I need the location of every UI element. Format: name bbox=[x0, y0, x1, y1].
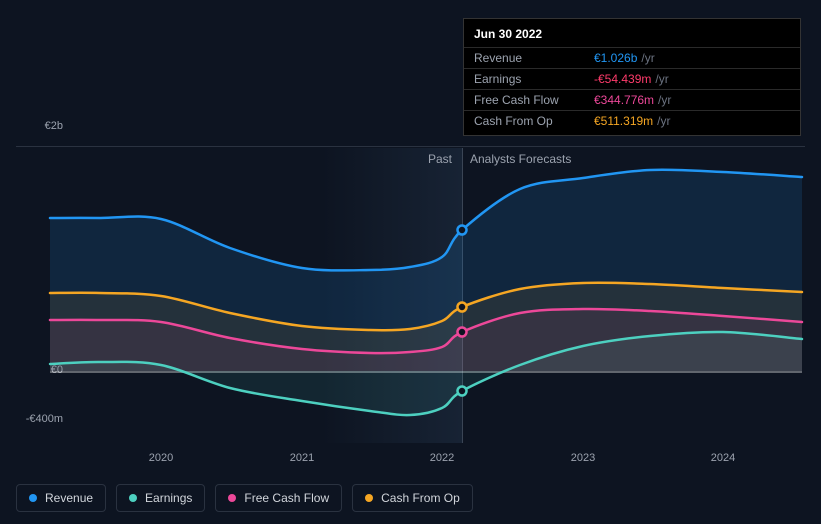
legend-dot-icon bbox=[228, 494, 236, 502]
legend-label: Free Cash Flow bbox=[244, 491, 329, 505]
tooltip-row-value: -€54.439m bbox=[594, 72, 651, 86]
legend-label: Cash From Op bbox=[381, 491, 460, 505]
tooltip-row-unit: /yr bbox=[641, 51, 654, 65]
tooltip-row-value: €511.319m bbox=[594, 114, 653, 128]
tooltip-row-unit: /yr bbox=[658, 93, 671, 107]
chart-tooltip: Jun 30 2022 Revenue€1.026b/yrEarnings-€5… bbox=[463, 18, 801, 136]
tooltip-row-label: Cash From Op bbox=[474, 114, 594, 128]
tooltip-row: Earnings-€54.439m/yr bbox=[464, 68, 800, 89]
tooltip-row-label: Revenue bbox=[474, 51, 594, 65]
legend-label: Revenue bbox=[45, 491, 93, 505]
tooltip-row-label: Free Cash Flow bbox=[474, 93, 594, 107]
x-axis-tick: 2021 bbox=[290, 452, 314, 464]
tooltip-row-unit: /yr bbox=[657, 114, 670, 128]
legend: Revenue Earnings Free Cash Flow Cash From O… bbox=[16, 484, 473, 512]
legend-dot-icon bbox=[29, 494, 37, 502]
legend-label: Earnings bbox=[145, 491, 192, 505]
tooltip-row-value: €1.026b bbox=[594, 51, 637, 65]
x-axis-tick: 2022 bbox=[430, 452, 454, 464]
legend-dot-icon bbox=[365, 494, 373, 502]
tooltip-row-label: Earnings bbox=[474, 72, 594, 86]
legend-item[interactable]: Cash From Op bbox=[352, 484, 473, 512]
legend-item[interactable]: Free Cash Flow bbox=[215, 484, 342, 512]
tooltip-marker-cashop bbox=[458, 303, 467, 312]
x-axis-tick: 2020 bbox=[149, 452, 173, 464]
tooltip-row-value: €344.776m bbox=[594, 93, 654, 107]
legend-item[interactable]: Revenue bbox=[16, 484, 106, 512]
tooltip-date: Jun 30 2022 bbox=[464, 23, 800, 47]
legend-dot-icon bbox=[129, 494, 137, 502]
tooltip-row: Cash From Op€511.319m/yr bbox=[464, 110, 800, 131]
chart-container: Past Analysts Forecasts €2b€0-€400m 2020… bbox=[0, 0, 821, 524]
tooltip-marker-revenue bbox=[458, 226, 467, 235]
legend-item[interactable]: Earnings bbox=[116, 484, 205, 512]
tooltip-marker-earnings bbox=[458, 387, 467, 396]
tooltip-marker-fcf bbox=[458, 328, 467, 337]
x-axis-tick: 2023 bbox=[571, 452, 595, 464]
x-axis-tick: 2024 bbox=[711, 452, 735, 464]
tooltip-row-unit: /yr bbox=[655, 72, 668, 86]
tooltip-row: Free Cash Flow€344.776m/yr bbox=[464, 89, 800, 110]
tooltip-row: Revenue€1.026b/yr bbox=[464, 47, 800, 68]
